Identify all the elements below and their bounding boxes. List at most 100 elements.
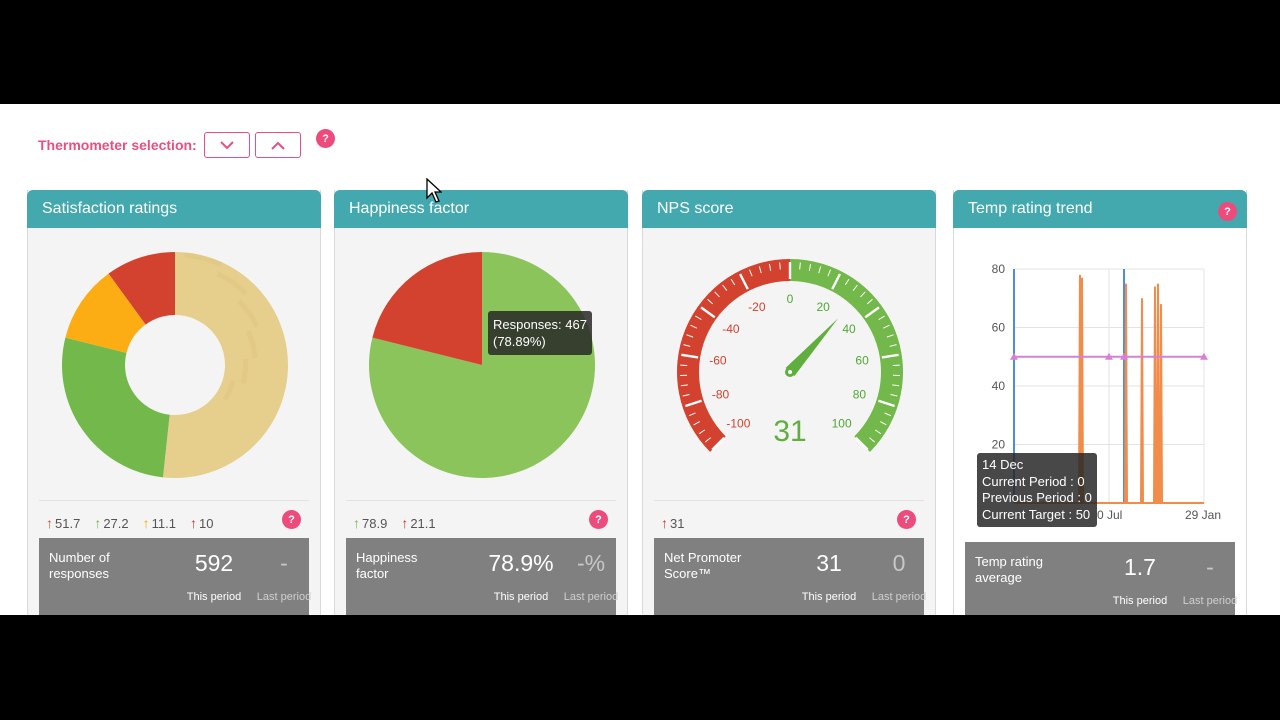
stat-this-value: 31 [816, 550, 842, 576]
gauge-tick [714, 291, 720, 298]
pie-slice [162, 252, 289, 478]
nps-help-icon[interactable]: ? [897, 510, 916, 529]
gauge-tick [693, 421, 700, 426]
gauge-tick [882, 324, 890, 329]
gauge-tick [690, 324, 698, 329]
temp-trend-help-icon[interactable]: ? [1218, 202, 1237, 221]
gauge-tick [874, 429, 882, 435]
gauge-tick [799, 262, 801, 270]
nps-gauge: -100 -80 -60 -40 -20 0 20 40 60 80 100 31 [677, 259, 903, 452]
gauge-tick [683, 344, 691, 347]
gauge-tick [831, 273, 842, 290]
happiness-pie-chart [369, 252, 595, 479]
pie-slice [372, 252, 482, 365]
satisfaction-legend: ↑ 51.7 ↑ 27.2 ↑ 11.1 ↑ 10 [46, 512, 227, 534]
y-tick-label: 40 [992, 379, 1006, 393]
gauge-tick [866, 298, 873, 305]
target-marker [1120, 352, 1128, 360]
gauge-tick [844, 278, 850, 286]
gauge-label: 0 [787, 292, 794, 306]
stat-this-label: This period [186, 591, 242, 603]
arrow-up-icon: ↑ [94, 515, 102, 531]
divider [39, 500, 309, 501]
mouse-cursor-icon [426, 178, 442, 203]
happiness-chart [335, 228, 627, 498]
stats-panel: Net Promoter Score™ 31 0 This period Las… [654, 538, 926, 615]
gauge-label: -100 [726, 417, 750, 431]
gauge-value: 31 [773, 415, 806, 448]
gauge-tick [892, 384, 900, 387]
stat-this-label: This period [801, 591, 857, 603]
stat-this-value: 1.7 [1124, 554, 1156, 580]
pie-slice [369, 252, 595, 479]
stats-panel: Happiness factor 78.9% -% This period La… [346, 538, 618, 615]
gauge-tick [682, 393, 690, 397]
orange-series-line [1014, 274, 1204, 504]
stat-this-label: This period [493, 591, 549, 603]
legend-item: ↑ 10 [190, 515, 213, 531]
gauge-tick [884, 412, 892, 417]
stat-name: Temp rating average [975, 554, 1043, 585]
arrow-up-icon: ↑ [661, 515, 668, 531]
happiness-help-icon[interactable]: ? [589, 510, 608, 529]
arrow-up-icon: ↑ [46, 515, 53, 531]
gauge-tick [711, 436, 726, 451]
x-tick-label: 0 Jul [1097, 508, 1122, 522]
thermometer-down-button[interactable] [203, 132, 250, 158]
gauge-tick [827, 269, 831, 277]
gauge-tick [722, 284, 728, 291]
target-marker [1105, 352, 1113, 360]
texture-stripe [245, 329, 258, 359]
gauge-tick [768, 263, 772, 271]
gauge-tick [878, 399, 895, 408]
legend-item: ↑ 78.9 [353, 515, 387, 531]
texture-stripe [237, 299, 260, 328]
gauge-tick [878, 315, 885, 320]
satisfaction-help-icon[interactable]: ? [282, 510, 301, 529]
arrow-up-icon: ↑ [353, 515, 360, 531]
y-tick-label: 20 [992, 438, 1006, 452]
card-title: NPS score [642, 190, 936, 228]
happiness-legend: ↑ 78.9 ↑ 21.1 [353, 512, 450, 534]
arrow-up-icon: ↑ [189, 515, 197, 531]
gauge-label: 20 [816, 300, 830, 314]
legend-value: 51.7 [55, 515, 81, 531]
texture-stripe [184, 252, 223, 268]
gauge-tick [860, 291, 866, 298]
stat-name: Number of responses [49, 550, 110, 581]
thermometer-up-button[interactable] [254, 132, 301, 158]
divider [654, 500, 924, 501]
gauge-tick [854, 436, 869, 451]
gauge-tick [890, 393, 898, 397]
gauge-tick [686, 334, 694, 338]
gauge-tick [704, 437, 711, 443]
gauge-tick [889, 344, 897, 347]
stat-name: Net Promoter Score™ [664, 550, 742, 581]
tooltip-line: 14 Dec [982, 457, 1024, 472]
gauge-label: -40 [722, 322, 740, 336]
gauge-tick [695, 315, 702, 320]
x-tick-label: 29 Jan [1185, 508, 1221, 522]
y-tick-label: 80 [992, 262, 1006, 276]
gauge-tick [808, 263, 812, 271]
gauge-tick [758, 266, 762, 274]
stats-panel: Temp rating average 1.7 - This period La… [965, 542, 1237, 615]
arrow-up-icon: ↑ [142, 515, 150, 531]
gauge-needle [785, 318, 839, 377]
legend-value: 10 [198, 515, 214, 531]
stat-last-value: -% [576, 550, 606, 576]
stat-last-value: 0 [892, 550, 906, 576]
gauge-tick [730, 278, 736, 286]
thermometer-help-icon[interactable]: ? [316, 129, 335, 148]
nps-chart: -100 -80 -60 -40 -20 0 20 40 60 80 100 31 [643, 228, 935, 498]
legend-value: 27.2 [103, 515, 129, 531]
arrow-up-icon: ↑ [401, 515, 409, 531]
tooltip-line: Previous Period : 0 [982, 490, 1092, 505]
gauge-tick [688, 412, 696, 417]
nps-legend: ↑ 31 [661, 512, 698, 534]
gauge-tick [738, 273, 749, 290]
gauge-red-band [677, 259, 790, 452]
tooltip-line: (78.89%) [493, 334, 546, 349]
stat-last-value: - [280, 550, 288, 576]
thermometer-selection: Thermometer selection: ? [38, 129, 335, 158]
